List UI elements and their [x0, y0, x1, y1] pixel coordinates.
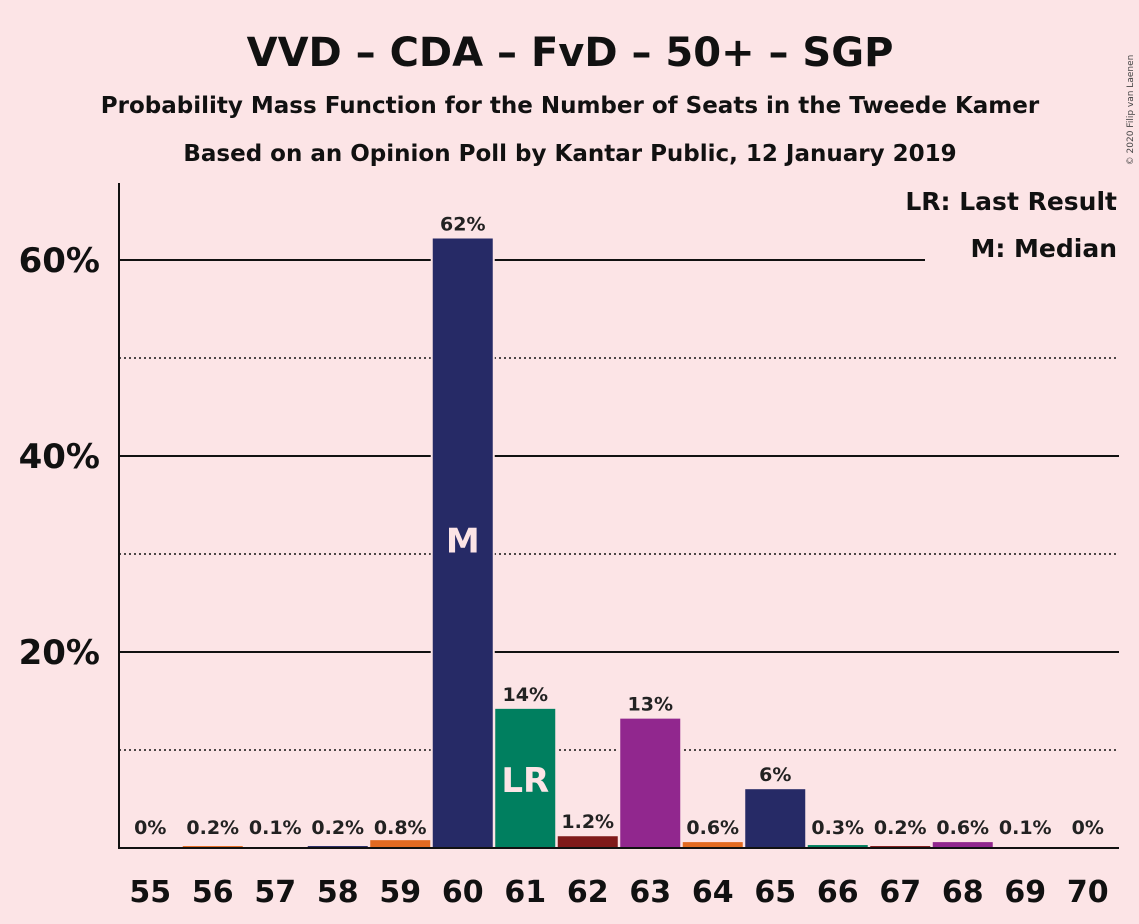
data-label-69: 0.1% [999, 817, 1052, 839]
bar-63 [620, 718, 681, 848]
y-tick-labels: 20% 40% 60% [19, 241, 100, 673]
data-label-61: 14% [503, 684, 548, 706]
x-tick-label-63: 63 [629, 875, 671, 910]
data-label-64: 0.6% [686, 817, 739, 839]
legend-entry: M: Median [970, 234, 1117, 263]
bar-64 [682, 842, 743, 848]
x-tick-label-67: 67 [879, 875, 921, 910]
legend-bg [925, 182, 1119, 262]
chart-subtitle-poll: Based on an Opinion Poll by Kantar Publi… [183, 141, 956, 167]
x-tick-label-59: 59 [379, 875, 421, 910]
x-tick-label-65: 65 [754, 875, 796, 910]
y-tick-label: 20% [19, 633, 100, 673]
bar-59 [370, 840, 431, 848]
x-tick-label-69: 69 [1004, 875, 1046, 910]
last-result-mark: LR [501, 761, 549, 801]
x-tick-label-58: 58 [317, 875, 359, 910]
legend-entry: LR: Last Result [905, 187, 1117, 216]
bar-61 [495, 708, 556, 848]
data-label-66: 0.3% [811, 817, 864, 839]
copyright-credit: © 2020 Filip van Laenen [1126, 55, 1136, 166]
x-tick-label-66: 66 [817, 875, 859, 910]
x-tick-label-68: 68 [942, 875, 984, 910]
y-tick-label: 40% [19, 437, 100, 477]
legend: LR: Last Result M: Median [905, 182, 1119, 263]
bar-60 [432, 238, 493, 848]
x-tick-label-56: 56 [192, 875, 234, 910]
data-label-56: 0.2% [186, 817, 239, 839]
data-label-60: 62% [440, 213, 485, 235]
chart-subtitle: Probability Mass Function for the Number… [101, 93, 1040, 119]
x-tick-label-64: 64 [692, 875, 734, 910]
data-label-57: 0.1% [249, 817, 302, 839]
x-tick-label-62: 62 [567, 875, 609, 910]
data-label-70: 0% [1072, 817, 1104, 839]
gridlines [119, 259, 1119, 751]
x-tick-label-60: 60 [442, 875, 484, 910]
bar-66 [807, 845, 868, 848]
bar-68 [932, 842, 993, 848]
x-tick-label-55: 55 [129, 875, 171, 910]
bar-62 [557, 836, 618, 848]
data-label-58: 0.2% [311, 817, 364, 839]
y-tick-label: 60% [19, 241, 100, 281]
x-tick-labels: 55 56 57 58 59 60 61 62 63 64 65 66 67 68 69 70 [129, 875, 1108, 910]
x-tick-label-57: 57 [254, 875, 296, 910]
x-tick-label-70: 70 [1067, 875, 1109, 910]
bar-marks: M LR [446, 522, 549, 801]
data-label-bg [428, 204, 497, 239]
data-label-59: 0.8% [374, 817, 427, 839]
data-label-55: 0% [134, 817, 166, 839]
data-label-67: 0.2% [874, 817, 927, 839]
x-tick-label-61: 61 [504, 875, 546, 910]
median-mark: M [446, 522, 480, 562]
data-label-68: 0.6% [936, 817, 989, 839]
bar-65 [745, 789, 806, 848]
data-label-62: 1.2% [561, 811, 614, 833]
data-label-65: 6% [759, 764, 791, 786]
bars [180, 238, 1058, 848]
chart-title: VVD – CDA – FvD – 50+ – SGP [247, 30, 894, 76]
data-label-63: 13% [628, 694, 673, 716]
data-labels: 0% 0.2% 0.1% 0.2% 0.8% 62% 14% 1.2% 13% 0.6% 6% 0.3… [134, 204, 1104, 839]
